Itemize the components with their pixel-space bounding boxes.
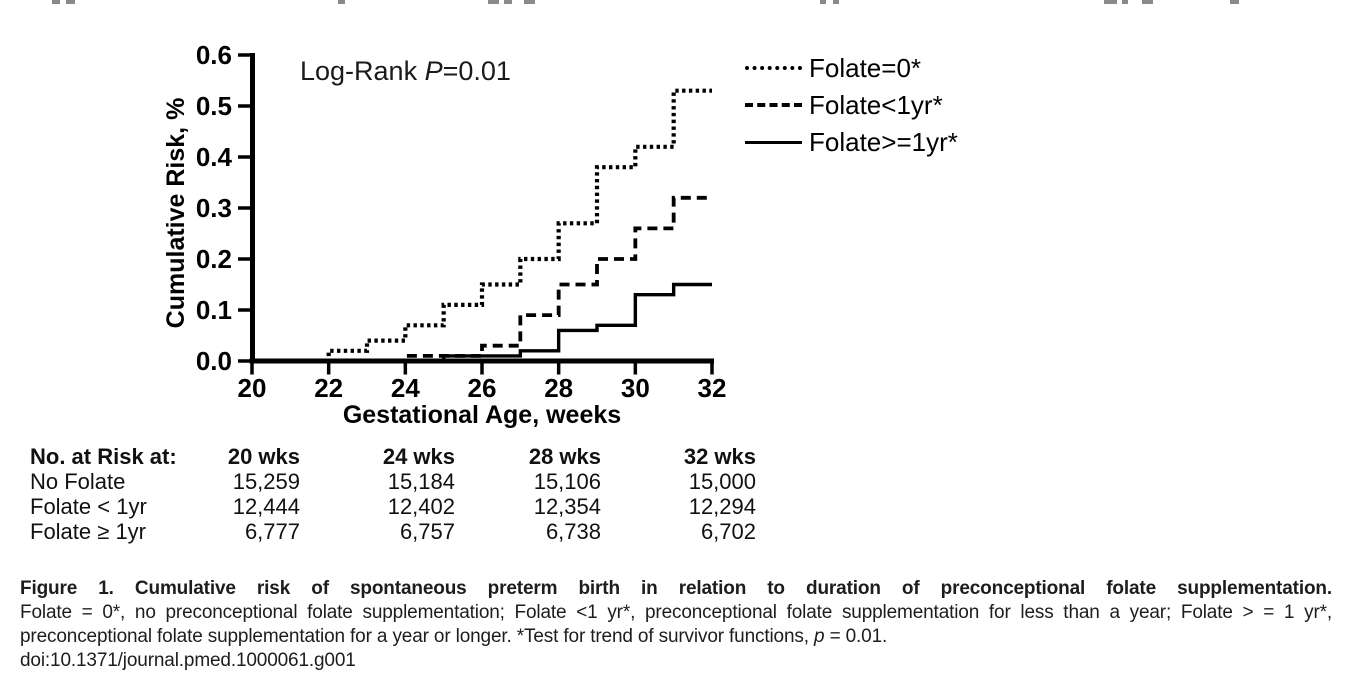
y-tick-label: 0.5 xyxy=(196,91,232,121)
x-axis-title: Gestational Age, weeks xyxy=(342,401,622,429)
cropped-text-fragment xyxy=(1142,0,1153,4)
risk-value: 12,294 xyxy=(688,494,756,519)
cropped-text-fragment xyxy=(66,0,75,4)
risk-value: 24 wks xyxy=(382,444,455,469)
risk-table-row: Folate ≥ 1yr 6,777 6,757 6,738 6,702 xyxy=(30,519,756,544)
cropped-text-fragment xyxy=(524,0,535,4)
cropped-text-fragment xyxy=(833,0,839,4)
legend-item: Folate=0* xyxy=(745,53,958,83)
x-tick-label: 32 xyxy=(698,373,727,403)
curve-folate-1yr xyxy=(252,195,712,363)
risk-row-label: Folate ≥ 1yr xyxy=(30,519,147,544)
curve-folate-1yr xyxy=(252,282,712,363)
risk-value: 6,777 xyxy=(244,519,300,544)
risk-value: 12,354 xyxy=(533,494,601,519)
y-tick-label: 0.2 xyxy=(196,244,232,274)
caption-line-3-text: preconceptional folate supplementation f… xyxy=(20,626,815,647)
x-tick-label: 28 xyxy=(544,373,573,403)
log-rank-annotation: Log-Rank P=0.01 xyxy=(300,56,511,87)
legend-solid-line-icon xyxy=(745,140,802,144)
legend-label: Folate=0* xyxy=(809,53,922,83)
risk-value: 6,757 xyxy=(399,519,455,544)
x-tick-label: 24 xyxy=(391,373,420,403)
risk-row-label: Folate < 1yr xyxy=(30,494,147,519)
log-rank-value: =0.01 xyxy=(442,56,511,86)
cropped-text-fragment xyxy=(1230,0,1239,4)
caption-p-value: = 0.01. xyxy=(824,626,888,647)
risk-value: 12,444 xyxy=(232,494,300,519)
caption-doi: doi:10.1371/journal.pmed.1000061.g001 xyxy=(20,650,356,671)
cropped-text-fragment xyxy=(820,0,826,4)
y-tick-label: 0.0 xyxy=(196,346,232,376)
risk-value: 32 wks xyxy=(683,444,756,469)
risk-table-row: No Folate 15,259 15,184 15,106 15,000 xyxy=(30,469,756,494)
x-tick-label: 26 xyxy=(468,373,497,403)
risk-value: 15,106 xyxy=(533,469,601,494)
risk-value: 6,738 xyxy=(545,519,601,544)
caption-line-2: Folate = 0*, no preconceptional folate s… xyxy=(20,602,1332,623)
cropped-text-fragment xyxy=(488,0,499,4)
y-tick-label: 0.3 xyxy=(196,193,232,223)
legend-dashed-line-icon xyxy=(745,103,802,107)
legend-label: Folate<1yr* xyxy=(809,90,943,120)
caption-title: Figure 1. Cumulative risk of spontaneous… xyxy=(20,578,1332,599)
risk-table-row: Folate < 1yr 12,444 12,402 12,354 12,294 xyxy=(30,494,756,519)
figure-caption: Figure 1. Cumulative risk of spontaneous… xyxy=(20,577,1332,673)
y-tick-label: 0.4 xyxy=(196,142,233,172)
risk-table-header-row: No. at Risk at: 20 wks 24 wks 28 wks 32 wks xyxy=(30,444,756,469)
cropped-text-fragment xyxy=(1104,0,1117,4)
y-axis-title: Cumulative Risk, % xyxy=(162,93,190,333)
cropped-text-fragment xyxy=(52,0,60,4)
risk-value: 6,702 xyxy=(700,519,756,544)
risk-row-label: No. at Risk at: xyxy=(30,444,177,469)
x-tick-label: 22 xyxy=(314,373,343,403)
caption-p-italic: p xyxy=(814,626,825,647)
legend-label: Folate>=1yr* xyxy=(809,127,958,157)
risk-value: 28 wks xyxy=(528,444,601,469)
log-rank-text: Log-Rank xyxy=(300,56,425,86)
y-tick-label: 0.1 xyxy=(196,295,232,325)
caption-line-3: preconceptional folate supplementation f… xyxy=(20,625,1332,649)
risk-value: 20 wks xyxy=(227,444,300,469)
number-at-risk-table: No. at Risk at: 20 wks 24 wks 28 wks 32 wks N… xyxy=(30,444,756,544)
legend: Folate=0* Folate<1yr* Folate>=1yr* xyxy=(745,53,958,164)
log-rank-p: P xyxy=(424,56,443,86)
x-tick-label: 20 xyxy=(238,373,267,403)
risk-value: 15,259 xyxy=(232,469,300,494)
legend-dotted-line-icon xyxy=(745,66,802,70)
y-axis-title-text: Cumulative Risk, % xyxy=(162,97,190,329)
curve-folate-0 xyxy=(252,88,712,364)
risk-value: 15,184 xyxy=(387,469,455,494)
cropped-text-fragment xyxy=(1122,0,1128,4)
cropped-text-top xyxy=(0,0,1348,8)
risk-value: 12,402 xyxy=(387,494,455,519)
legend-item: Folate>=1yr* xyxy=(745,127,958,157)
x-tick-label: 30 xyxy=(621,373,650,403)
cropped-text-fragment xyxy=(338,0,345,4)
y-tick-label: 0.6 xyxy=(196,40,232,70)
legend-item: Folate<1yr* xyxy=(745,90,958,120)
risk-row-label: No Folate xyxy=(30,469,126,494)
chart-plot-area: 0.0 0.1 0.2 0.3 0.4 0.5 0.6 20 22 24 26 28 30 32 xyxy=(196,40,727,403)
risk-value: 15,000 xyxy=(688,469,756,494)
cropped-text-fragment xyxy=(504,0,512,4)
